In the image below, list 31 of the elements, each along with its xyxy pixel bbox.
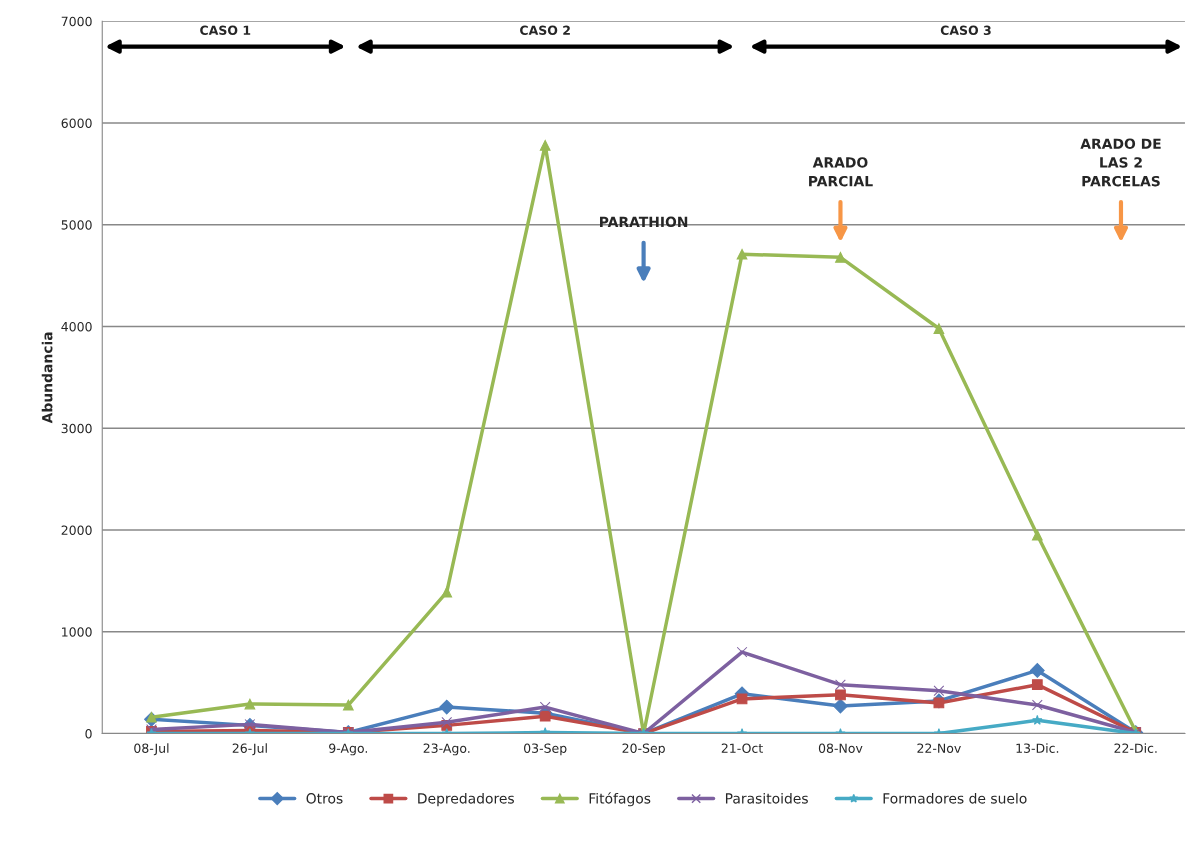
y-tick-label: 7000 [61, 16, 92, 27]
legend-label: Parasitoides [725, 792, 808, 804]
x-tick-label: 13-Dic. [1016, 743, 1059, 753]
y-tick-label: 4000 [61, 321, 92, 332]
x-tick-label: 23-Ago. [423, 743, 470, 756]
annotation: CASO 2 [520, 25, 570, 35]
annotation: CASO 3 [940, 25, 991, 35]
x-tick-label: 03-Sep [524, 743, 567, 756]
y-tick-label: 3000 [61, 423, 92, 434]
x-tick-label: 08-Jul [134, 743, 169, 756]
annotation: PARATHION [600, 216, 688, 228]
legend-label: Otros [306, 793, 343, 804]
legend-label: Depredadores [418, 792, 514, 807]
legend-label: Fitófagos [589, 792, 651, 807]
y-axis-title: Abundancia [41, 332, 53, 424]
x-tick-label: 08-Nov [818, 743, 863, 753]
legend-label: Formadores de suelo [883, 792, 1027, 804]
x-tick-label: 9-Ago. [329, 743, 368, 756]
y-tick-label: 5000 [61, 220, 92, 230]
y-tick-label: 0 [85, 728, 92, 739]
annotation: ARADO PARCIAL [809, 157, 873, 187]
x-tick-label: 22-Nov [917, 743, 961, 753]
annotation: CASO 1 [200, 25, 251, 35]
annotation: ARADO DE LAS 2 PARCELAS [1080, 138, 1161, 187]
y-tick-label: 1000 [62, 627, 92, 637]
x-tick-label: 20-Sep [622, 743, 665, 756]
y-tick-label: 6000 [61, 118, 92, 128]
x-tick-label: 26-Jul [232, 743, 267, 756]
x-tick-label: 21-Oct [721, 743, 763, 753]
x-tick-label: 22-Dic. [1114, 743, 1157, 753]
y-tick-label: 2000 [61, 525, 92, 535]
